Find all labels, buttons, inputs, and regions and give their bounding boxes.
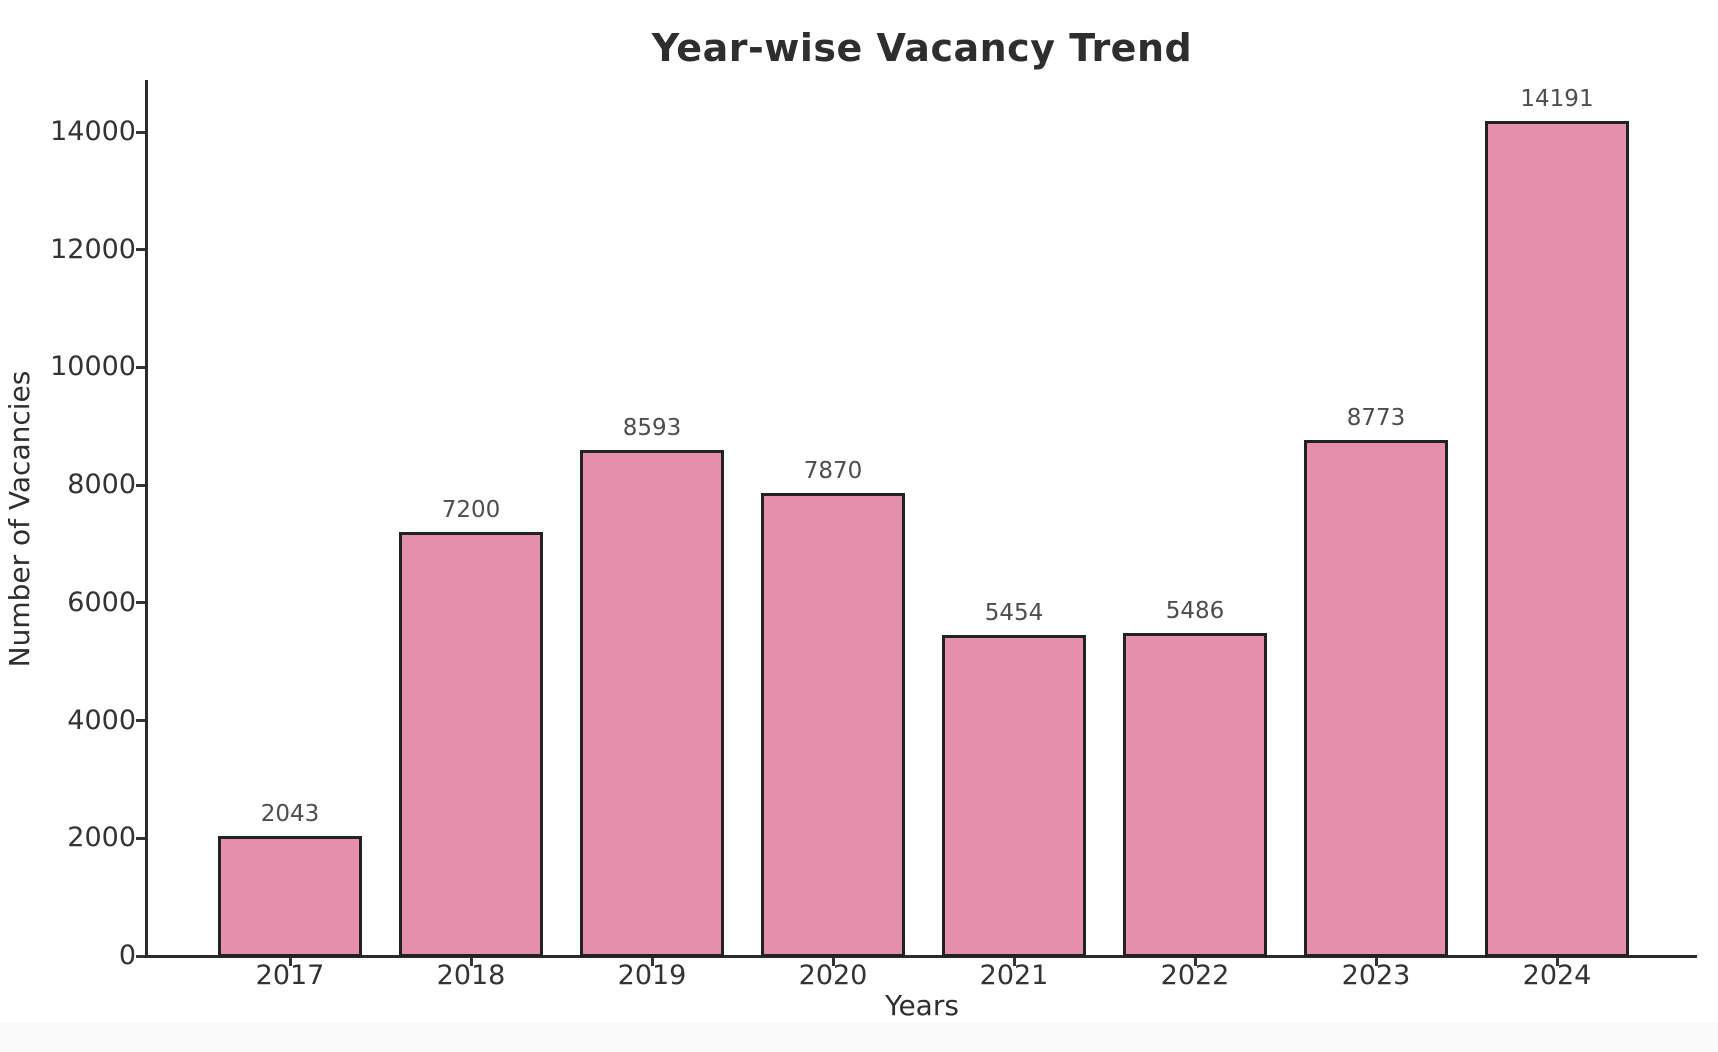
x-tick-label: 2019 xyxy=(617,960,687,991)
x-tick-label: 2021 xyxy=(979,960,1049,991)
x-tick-mark xyxy=(288,958,292,966)
bar-value-label: 7870 xyxy=(803,457,863,484)
y-axis-spine xyxy=(145,80,148,958)
x-tick-label: 2018 xyxy=(436,960,506,991)
x-tick-label: 2017 xyxy=(255,960,325,991)
x-axis-spine xyxy=(145,955,1697,958)
x-tick-label: 2024 xyxy=(1522,960,1592,991)
y-tick-mark xyxy=(136,719,145,723)
y-tick-mark xyxy=(136,248,145,252)
x-tick-mark xyxy=(1012,958,1016,966)
bar-2021 xyxy=(942,634,1086,957)
y-tick-label: 0 xyxy=(118,940,136,971)
bar-2023 xyxy=(1304,439,1448,957)
bar-2019 xyxy=(580,450,724,957)
bar-value-label: 14191 xyxy=(1520,85,1594,112)
bar-value-label: 5486 xyxy=(1165,598,1225,625)
x-tick-mark xyxy=(469,958,473,966)
y-tick-label: 14000 xyxy=(50,116,136,147)
y-tick-label: 2000 xyxy=(67,822,136,854)
y-tick-mark xyxy=(136,954,145,958)
y-tick-label: 12000 xyxy=(50,233,136,265)
y-tick-mark xyxy=(136,601,145,605)
x-tick-mark xyxy=(831,958,835,966)
x-tick-label: 2023 xyxy=(1341,960,1411,991)
y-tick-label: 8000 xyxy=(67,469,136,501)
bar-value-label: 8773 xyxy=(1346,404,1406,431)
bar-value-label: 5454 xyxy=(984,599,1044,626)
footer-strip xyxy=(0,1023,1718,1052)
bar-2022 xyxy=(1123,633,1267,957)
x-tick-mark xyxy=(650,958,654,966)
y-tick-mark xyxy=(136,483,145,487)
x-tick-mark xyxy=(1374,958,1378,966)
y-tick-label: 4000 xyxy=(67,704,136,736)
bar-2024 xyxy=(1485,120,1629,957)
bar-value-label: 7200 xyxy=(441,497,501,524)
y-tick-label: 10000 xyxy=(50,351,136,383)
y-tick-mark xyxy=(136,130,145,134)
x-tick-mark xyxy=(1555,958,1559,966)
bar-2018 xyxy=(399,532,543,957)
x-axis-label: Years xyxy=(885,989,959,1022)
bar-value-label: 2043 xyxy=(260,800,320,827)
y-axis-label: Number of Vacancies xyxy=(3,370,36,668)
bar-2017 xyxy=(218,835,362,957)
bar-value-label: 8593 xyxy=(622,415,682,442)
bar-2020 xyxy=(761,492,905,957)
x-tick-label: 2022 xyxy=(1160,960,1230,991)
y-tick-label: 6000 xyxy=(67,586,136,618)
y-tick-mark xyxy=(136,836,145,840)
chart-title: Year-wise Vacancy Trend xyxy=(651,26,1193,70)
x-tick-mark xyxy=(1193,958,1197,966)
y-tick-mark xyxy=(136,365,145,369)
x-tick-label: 2020 xyxy=(798,960,868,991)
